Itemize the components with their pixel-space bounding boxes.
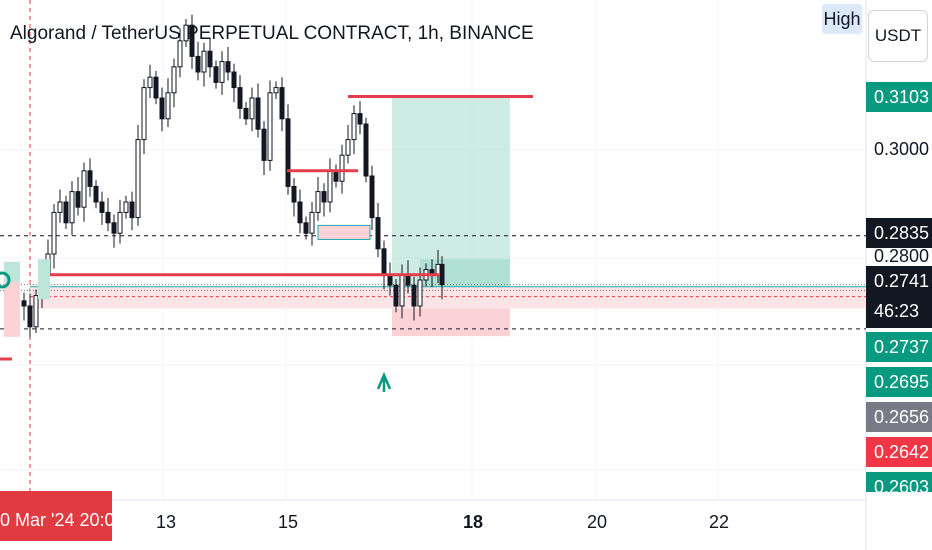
candle-body <box>439 263 445 286</box>
horizontal-levels <box>0 235 866 330</box>
loss-zone <box>392 308 510 337</box>
price-tag-target: 0.3103 <box>866 82 932 112</box>
price-tag-last: 0.2741 <box>866 266 932 296</box>
candle-body <box>405 274 411 286</box>
candle-body <box>153 76 159 99</box>
candle-body <box>327 170 333 203</box>
candle-body <box>123 201 129 213</box>
candle-body <box>189 24 195 57</box>
time-label: 13 <box>156 512 177 532</box>
candle-body <box>237 87 243 109</box>
bar-countdown: 46:23 <box>866 296 932 328</box>
candle-body <box>267 92 273 161</box>
price-tag-level: 0.2835 <box>866 218 932 248</box>
candle-body <box>105 211 111 224</box>
arrow-up-icon <box>376 371 392 392</box>
price-tag-level: 0.2737 <box>866 332 932 362</box>
candle-body <box>165 92 171 120</box>
candle-body <box>21 300 27 307</box>
candles <box>5 14 445 338</box>
candle-body <box>171 66 177 94</box>
candle-body <box>357 113 363 125</box>
candle-body <box>57 201 63 213</box>
candle-body <box>195 55 201 73</box>
candle-body <box>255 97 261 130</box>
candle-body <box>225 61 231 73</box>
candle-body <box>201 50 207 73</box>
time-label: 15 <box>278 512 299 532</box>
candle-body <box>273 87 279 94</box>
candle-body <box>243 107 249 120</box>
candle-body <box>291 185 297 203</box>
candle-body <box>393 284 399 307</box>
candle-body <box>69 191 75 224</box>
candle-body <box>231 71 237 89</box>
drawings <box>0 94 533 392</box>
price-tag-entry: 0.2695 <box>866 367 932 397</box>
candle-body <box>399 274 405 307</box>
candle-body <box>213 66 219 83</box>
zone-box <box>38 259 50 300</box>
candle-body <box>345 139 351 156</box>
candle-body <box>159 97 165 120</box>
support-zone <box>30 286 866 309</box>
candle-body <box>183 24 189 42</box>
candle-body <box>279 87 285 120</box>
candle-body <box>129 201 135 219</box>
candle-body <box>81 170 87 208</box>
candle-body <box>387 274 393 286</box>
candle-body <box>33 295 39 328</box>
candle-body <box>219 61 225 83</box>
price-label: 0.2800 <box>874 246 930 266</box>
candle-body <box>261 128 267 161</box>
candle-body <box>411 284 417 307</box>
order-block <box>317 224 371 240</box>
candle-body <box>297 201 303 224</box>
candle-body <box>51 211 57 255</box>
candle-body <box>363 123 369 177</box>
zone-box <box>4 261 20 282</box>
time-label: 20 <box>587 512 608 532</box>
candle-body <box>381 248 387 276</box>
high-button[interactable]: High <box>822 4 862 34</box>
candle-body <box>117 211 123 234</box>
candle-body <box>315 191 321 213</box>
candle-body <box>207 50 213 68</box>
candle-body <box>303 222 309 234</box>
position-zones <box>30 96 866 337</box>
candle-body <box>369 175 375 219</box>
candle-body <box>99 201 105 213</box>
candle-body <box>63 201 69 224</box>
time-label: 22 <box>709 512 730 532</box>
price-label: 0.3000 <box>874 139 930 159</box>
candle-body <box>93 185 99 203</box>
currency-button[interactable]: USDT <box>868 10 928 62</box>
marker-icon <box>0 271 11 289</box>
candle-body <box>321 191 327 203</box>
candle-body <box>375 217 381 250</box>
time-cursor-label: 0 Mar '24 20:00 <box>0 491 112 541</box>
candle-body <box>177 40 183 68</box>
candle-body <box>135 139 141 219</box>
chart-title: Algorand / TetherUS PERPETUAL CONTRACT, … <box>10 23 534 44</box>
candle-body <box>249 97 255 120</box>
candle-body <box>147 76 153 89</box>
candle-body <box>285 118 291 187</box>
candle-body <box>75 191 81 208</box>
candle-body <box>141 87 147 141</box>
price-tag-stop: 0.2642 <box>866 437 932 467</box>
price-tag-level: 0.2603 <box>866 472 932 492</box>
candle-body <box>87 170 93 187</box>
candle-body <box>351 113 357 141</box>
candle-body <box>435 263 441 276</box>
candle-body <box>333 170 339 182</box>
candle-body <box>339 154 345 182</box>
candle-body <box>27 305 33 328</box>
time-label: 18 <box>463 512 484 532</box>
candle-body <box>309 211 315 234</box>
price-tag-level: 0.2656 <box>866 402 932 432</box>
candle-body <box>111 222 117 234</box>
candle-body <box>417 279 423 307</box>
